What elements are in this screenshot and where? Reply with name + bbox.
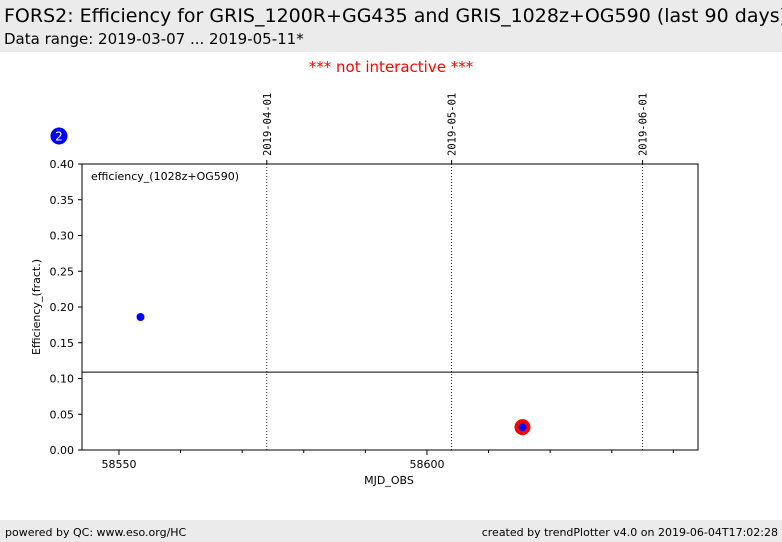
footer-bar: powered by QC: www.eso.org/HC created by… — [0, 520, 782, 542]
y-axis-label: Efficiency_(fract.) — [30, 259, 43, 355]
x-axis-label: MJD_OBS — [364, 474, 414, 487]
y-tick-label-3: 0.15 — [50, 337, 75, 350]
y-tick-label-2: 0.10 — [50, 373, 75, 386]
efficiency-chart: 2 2019-04-01 2019-05-01 2019-06-01 0.00 0.05… — [30, 93, 699, 487]
header-bar: FORS2: Efficiency for GRIS_1200R+GG435 a… — [0, 0, 782, 52]
date-label-0: 2019-04-01 — [262, 93, 274, 156]
x-tick-label-1: 58600 — [409, 458, 444, 471]
not-interactive-notice: *** not interactive *** — [308, 58, 474, 76]
y-tick-label-5: 0.25 — [50, 265, 75, 278]
y-tick-label-8: 0.40 — [50, 158, 75, 171]
date-label-2: 2019-06-01 — [638, 93, 650, 156]
badge-icon: 2 — [50, 127, 68, 145]
footer-powered-by: powered by QC: www.eso.org/HC — [5, 526, 187, 539]
data-point-0-1 — [518, 423, 527, 432]
data-range: Data range: 2019-03-07 ... 2019-05-11* — [4, 30, 304, 48]
date-label-1: 2019-05-01 — [447, 93, 459, 156]
badge-number: 2 — [55, 130, 63, 144]
data-point-0-0 — [136, 313, 145, 322]
x-tick-label-0: 58550 — [101, 458, 136, 471]
y-tick-label-1: 0.05 — [50, 408, 75, 421]
y-tick-label-0: 0.00 — [50, 444, 75, 457]
y-tick-label-4: 0.20 — [50, 301, 75, 314]
footer-created-by: created by trendPlotter v4.0 on 2019-06-… — [481, 526, 778, 539]
y-tick-label-7: 0.35 — [50, 194, 75, 207]
plot-frame — [81, 163, 699, 451]
panel-label: efficiency_(1028z+OG590) — [91, 170, 239, 183]
page-title: FORS2: Efficiency for GRIS_1200R+GG435 a… — [4, 5, 782, 27]
y-tick-label-6: 0.30 — [50, 230, 75, 243]
